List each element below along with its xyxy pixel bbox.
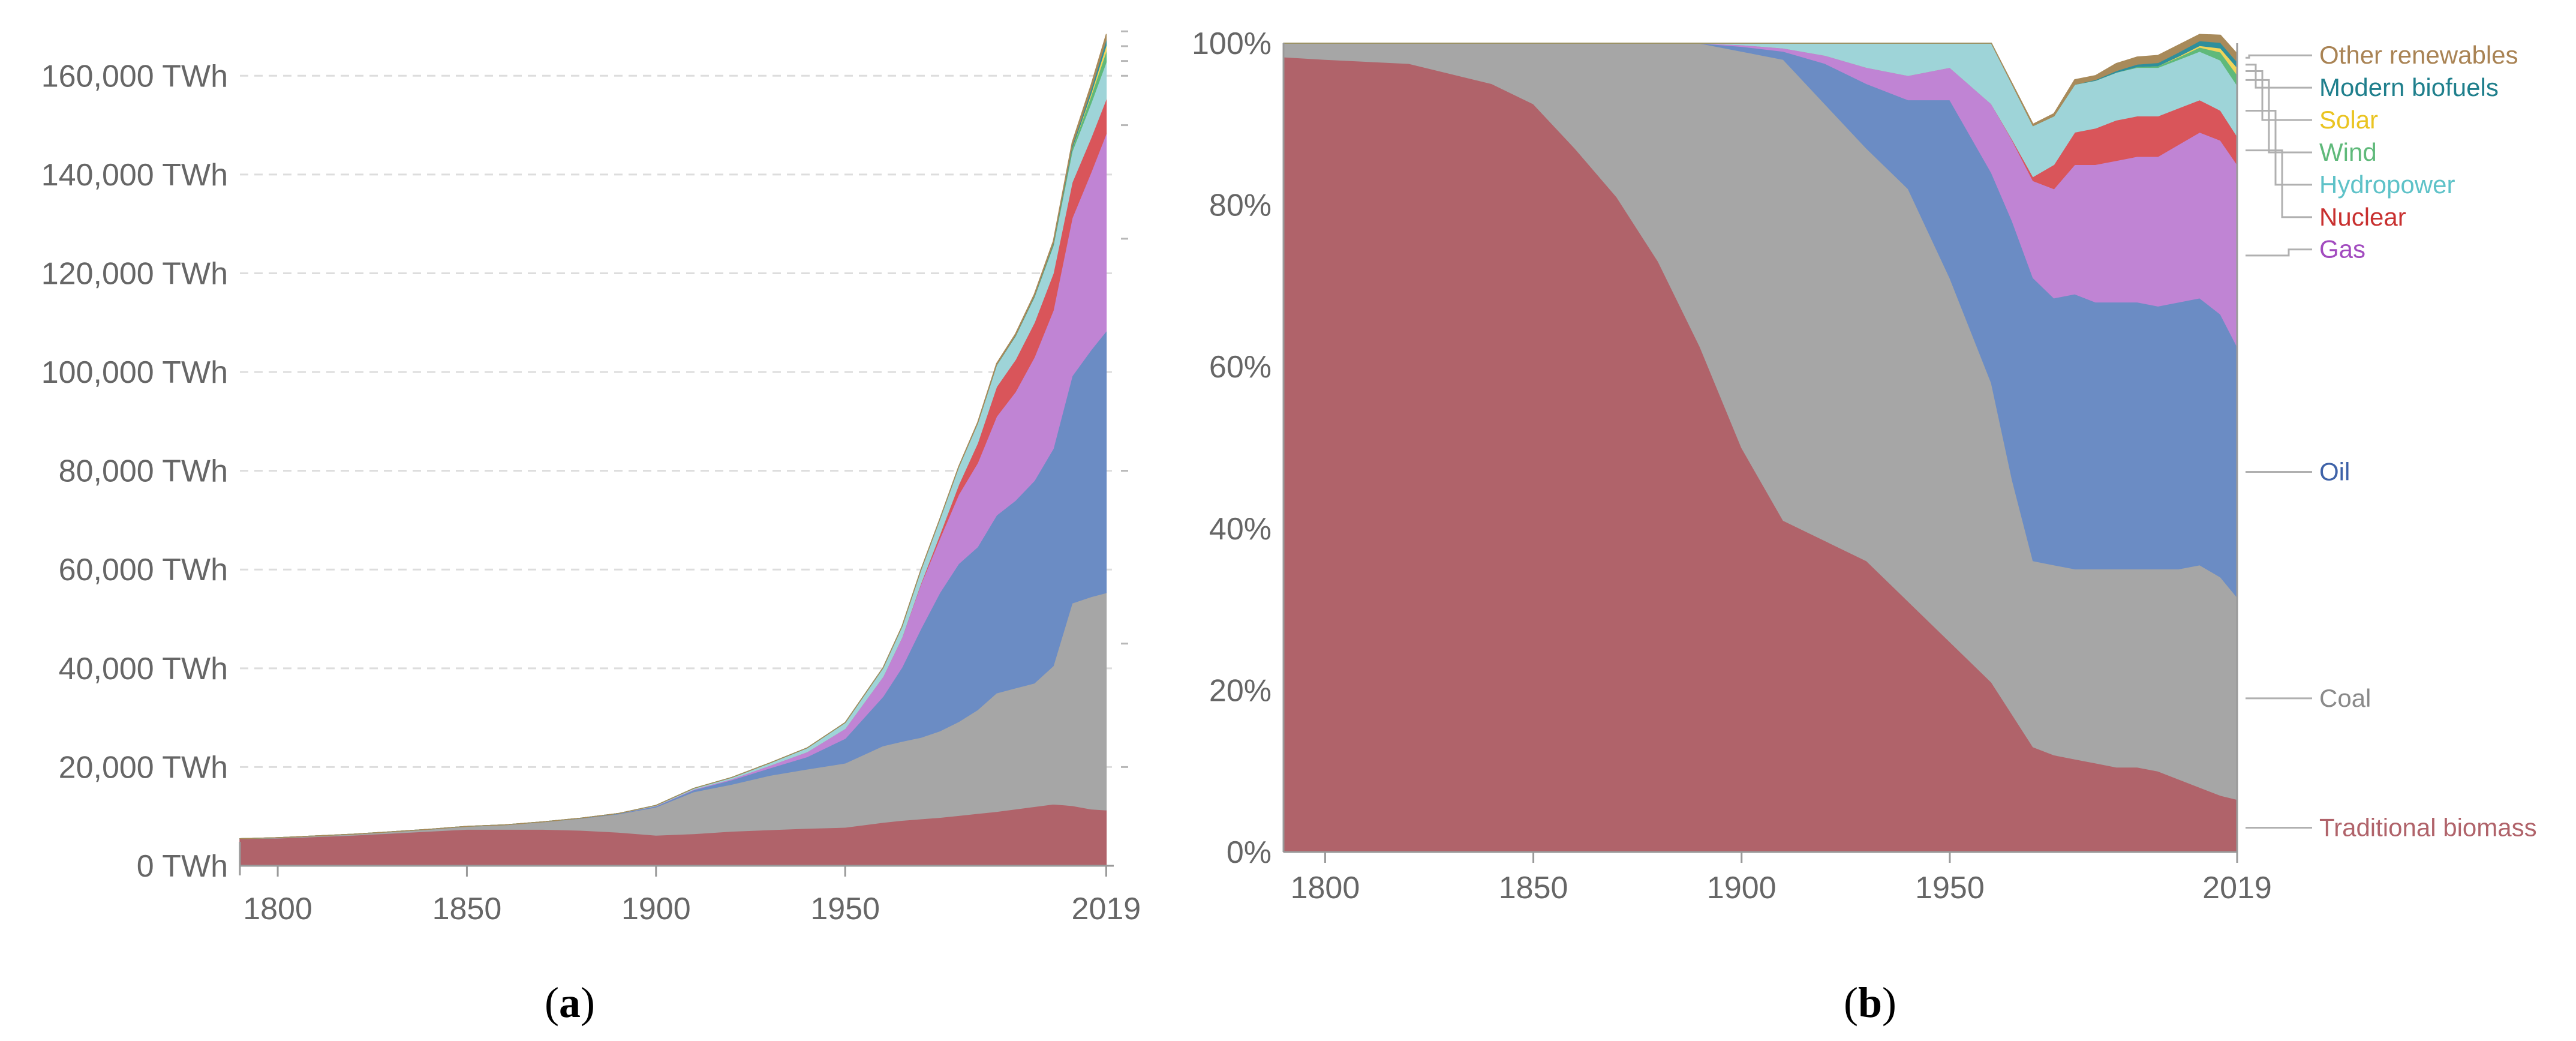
x-tick-label: 1900 xyxy=(621,892,691,926)
legend-label-solar: Solar xyxy=(2319,106,2378,134)
x-tick-label: 1950 xyxy=(1915,871,1985,905)
x-tick-label: 1850 xyxy=(432,892,502,926)
y-tick-label: 100,000 TWh xyxy=(41,355,228,390)
legend-leader-solar xyxy=(2246,70,2312,121)
x-tick-label: 1800 xyxy=(1291,871,1360,905)
panel-label-letter: a xyxy=(559,979,581,1027)
x-tick-label: 2019 xyxy=(2202,871,2272,905)
panel-label-open: ( xyxy=(1844,979,1858,1027)
y-tick-label: 120,000 TWh xyxy=(41,256,228,291)
y-tick-label: 40% xyxy=(1209,512,1272,547)
panel-label-close: ) xyxy=(581,979,595,1027)
legend-label-gas: Gas xyxy=(2319,235,2365,263)
area-other-renewables xyxy=(239,34,1107,839)
y-tick-label: 60% xyxy=(1209,350,1272,385)
legend-label-coal: Coal xyxy=(2319,684,2371,712)
y-tick-label: 0% xyxy=(1227,835,1272,870)
chart-b: 1800 1850 1900 1950 2019 0% 20% 40% 60% 80% 100% (b… xyxy=(1192,26,2537,1027)
legend-label-other-renewables: Other renewables xyxy=(2319,41,2518,69)
x-tick-label: 1850 xyxy=(1499,871,1568,905)
legend-label-modern-biofuels: Modern biofuels xyxy=(2319,73,2499,101)
y-tick-label: 80,000 TWh xyxy=(59,454,228,489)
y-tick-label: 60,000 TWh xyxy=(59,553,228,587)
y-tick-label: 100% xyxy=(1192,26,1272,61)
legend-leader-nuclear xyxy=(2246,149,2312,218)
legend-leader-gas xyxy=(2246,248,2312,257)
legend-label-oil: Oil xyxy=(2319,457,2350,485)
y-tick-label: 140,000 TWh xyxy=(41,158,228,193)
y-tick-label: 160,000 TWh xyxy=(41,59,228,94)
legend-label-nuclear: Nuclear xyxy=(2319,203,2406,231)
legend-label-traditional-biomass: Traditional biomass xyxy=(2319,814,2537,842)
legend-leader-other-renewables xyxy=(2246,54,2312,59)
y-tick-label: 0 TWh xyxy=(137,849,228,884)
legend-label-wind: Wind xyxy=(2319,138,2377,166)
chart-a: 1800 1850 1900 1950 2019 0 TWh 20,000 TWh 40,00… xyxy=(41,30,1141,1027)
panel-label: (a) xyxy=(545,979,595,1027)
y-tick-label: 20% xyxy=(1209,673,1272,708)
y-tick-label: 20,000 TWh xyxy=(59,750,228,785)
y-tick-label: 80% xyxy=(1209,188,1272,223)
x-tick-label: 2019 xyxy=(1072,892,1141,926)
y-tick-label: 40,000 TWh xyxy=(59,652,228,686)
legend-leader-modern-biofuels xyxy=(2246,64,2312,89)
panel-label-letter: b xyxy=(1858,979,1882,1027)
legend-label-hydropower: Hydropower xyxy=(2319,170,2455,199)
x-tick-label: 1900 xyxy=(1707,871,1777,905)
legend-leader-wind xyxy=(2246,79,2312,154)
legend-leader-hydropower xyxy=(2246,110,2312,186)
panel-label-close: ) xyxy=(1882,979,1896,1027)
x-tick-label: 1800 xyxy=(243,892,312,926)
panel-label: (b) xyxy=(1844,979,1896,1027)
panel-label-open: ( xyxy=(545,979,559,1027)
x-tick-label: 1950 xyxy=(810,892,880,926)
